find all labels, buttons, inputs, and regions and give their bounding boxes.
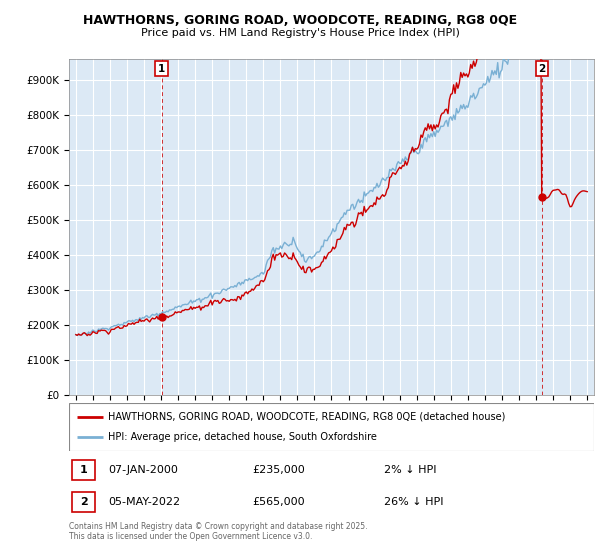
Text: 05-MAY-2022: 05-MAY-2022 xyxy=(109,497,181,507)
Text: 26% ↓ HPI: 26% ↓ HPI xyxy=(384,497,443,507)
Text: HAWTHORNS, GORING ROAD, WOODCOTE, READING, RG8 0QE (detached house): HAWTHORNS, GORING ROAD, WOODCOTE, READIN… xyxy=(109,412,506,422)
Text: 1: 1 xyxy=(80,465,88,475)
Text: HPI: Average price, detached house, South Oxfordshire: HPI: Average price, detached house, Sout… xyxy=(109,432,377,442)
Text: £565,000: £565,000 xyxy=(253,497,305,507)
Text: 07-JAN-2000: 07-JAN-2000 xyxy=(109,465,178,475)
Text: HAWTHORNS, GORING ROAD, WOODCOTE, READING, RG8 0QE: HAWTHORNS, GORING ROAD, WOODCOTE, READIN… xyxy=(83,14,517,27)
Text: 2% ↓ HPI: 2% ↓ HPI xyxy=(384,465,437,475)
Text: 1: 1 xyxy=(158,64,166,74)
Text: Contains HM Land Registry data © Crown copyright and database right 2025.
This d: Contains HM Land Registry data © Crown c… xyxy=(69,522,367,542)
Text: 2: 2 xyxy=(538,64,545,74)
Text: 2: 2 xyxy=(80,497,88,507)
Text: £235,000: £235,000 xyxy=(253,465,305,475)
Bar xyxy=(71,492,95,512)
Text: Price paid vs. HM Land Registry's House Price Index (HPI): Price paid vs. HM Land Registry's House … xyxy=(140,28,460,38)
Bar xyxy=(71,460,95,480)
